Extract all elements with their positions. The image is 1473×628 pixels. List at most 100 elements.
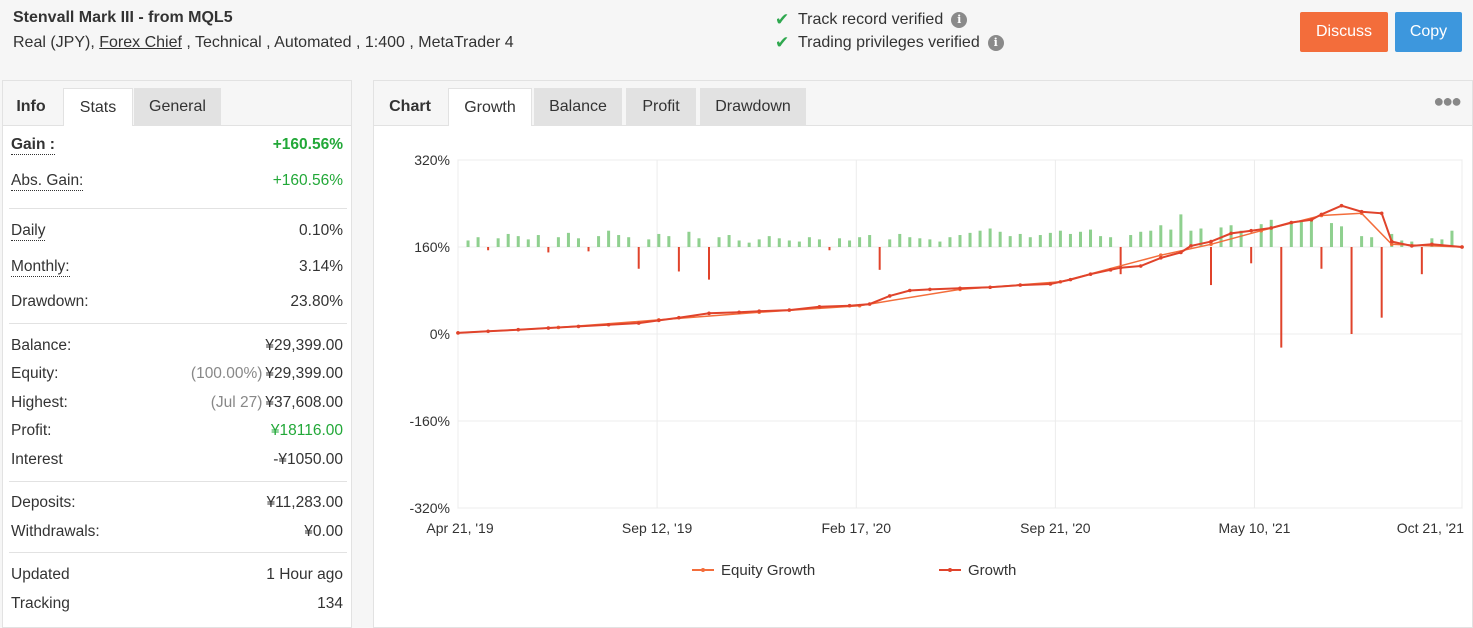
growth-line-point xyxy=(1379,211,1384,216)
profit-bar xyxy=(1169,229,1173,247)
profit-bar xyxy=(647,239,651,247)
growth-line-point xyxy=(988,285,992,290)
growth-line-point xyxy=(636,321,641,325)
x-tick-label: May 10, '21 xyxy=(1219,520,1291,536)
chart-lines xyxy=(456,203,1464,335)
profit-bar xyxy=(968,232,972,247)
more-options-icon[interactable]: ●●● xyxy=(1433,91,1462,111)
track-record-label: Track record verified xyxy=(798,11,944,28)
daily-label[interactable]: Daily xyxy=(11,222,46,241)
tab-chart[interactable]: Chart xyxy=(389,98,431,115)
profit-bar xyxy=(697,238,701,247)
profit-bar xyxy=(717,237,721,247)
profit-label: Profit: xyxy=(11,422,52,439)
divider xyxy=(9,323,347,324)
profit-bar xyxy=(1340,226,1344,247)
info-icon[interactable]: i xyxy=(987,35,1004,51)
profit-bar xyxy=(1099,236,1103,247)
updated-value: 1 Hour ago xyxy=(266,566,343,583)
copy-button[interactable]: Copy xyxy=(1395,12,1462,52)
stat-daily: Daily 0.10% xyxy=(11,222,343,241)
balance-value: ¥29,399.00 xyxy=(265,337,343,354)
discuss-button[interactable]: Discuss xyxy=(1300,12,1388,52)
growth-line-point xyxy=(1068,277,1073,282)
growth-line-point xyxy=(516,327,521,332)
profit-bar xyxy=(908,237,912,247)
interest-value: -¥1050.00 xyxy=(273,451,343,468)
profit-value: ¥18116.00 xyxy=(270,422,343,439)
stats-tabs: Info Stats General xyxy=(3,81,351,126)
profit-bar xyxy=(1068,233,1072,247)
growth-line-point xyxy=(456,331,460,335)
profit-bar xyxy=(918,238,922,247)
profit-bar xyxy=(948,237,952,247)
legend-equity-growth[interactable]: Equity Growth xyxy=(721,562,815,579)
growth-line-point xyxy=(1138,264,1143,268)
profit-bar xyxy=(747,242,751,247)
growth-line-point xyxy=(1289,220,1294,225)
profit-bar xyxy=(958,235,962,247)
monthly-label[interactable]: Monthly: xyxy=(11,258,70,277)
profit-bar xyxy=(1239,230,1243,247)
tab-balance[interactable]: Balance xyxy=(534,88,622,125)
profit-bar xyxy=(938,241,942,247)
equity-growth-line-point xyxy=(1389,242,1394,247)
tab-info[interactable]: Info xyxy=(16,98,46,115)
abs-gain-label[interactable]: Abs. Gain: xyxy=(11,172,84,191)
profit-bar xyxy=(687,231,691,247)
profit-bar xyxy=(787,240,791,247)
trading-privileges-verified: ✔ Trading privileges verified i xyxy=(775,33,1004,53)
gain-label[interactable]: Gain : xyxy=(11,136,55,155)
equity-label: Equity: xyxy=(11,365,59,382)
profit-bar xyxy=(1370,237,1374,247)
tab-growth[interactable]: Growth xyxy=(448,88,532,126)
x-tick-label: Apr 21, '19 xyxy=(426,520,493,536)
tab-stats[interactable]: Stats xyxy=(63,88,133,126)
growth-line-point xyxy=(1108,268,1113,272)
chart-tabs: Chart Growth Balance Profit Drawdown ●●● xyxy=(374,81,1472,126)
profit-bar xyxy=(1199,228,1203,247)
legend-growth[interactable]: Growth xyxy=(968,562,1016,579)
profit-bar xyxy=(1008,236,1012,247)
profit-bar xyxy=(988,228,992,247)
profit-bar xyxy=(1329,223,1333,247)
tab-drawdown[interactable]: Drawdown xyxy=(700,88,806,125)
account-header: Stenvall Mark III - from MQL5 Real (JPY)… xyxy=(0,0,1473,66)
growth-line-point xyxy=(737,310,741,315)
stat-balance: Balance: ¥29,399.00 xyxy=(11,337,343,355)
profit-bar xyxy=(1189,230,1193,247)
broker-link[interactable]: Forex Chief xyxy=(99,34,182,51)
profit-bar xyxy=(496,238,500,247)
growth-line-point xyxy=(677,315,681,320)
growth-line-point xyxy=(1048,282,1053,286)
info-icon[interactable]: i xyxy=(951,12,968,28)
growth-line-point xyxy=(1269,226,1274,230)
deposits-value: ¥11,283.00 xyxy=(266,494,343,511)
growth-line-point xyxy=(1209,239,1213,244)
divider xyxy=(9,481,347,482)
stats-panel: Info Stats General Gain : +160.56% Abs. … xyxy=(2,80,352,628)
growth-line-point xyxy=(1018,283,1023,287)
profit-bar xyxy=(757,239,761,247)
profit-bar xyxy=(1058,230,1062,247)
growth-line-point xyxy=(546,326,551,330)
profit-bar xyxy=(1179,214,1183,247)
growth-line-point xyxy=(867,302,872,306)
loss-bar xyxy=(487,247,490,251)
equity-percent: (100.00%) xyxy=(190,365,263,382)
profit-bar xyxy=(1028,237,1032,247)
divider xyxy=(9,208,347,209)
profit-bar xyxy=(1038,235,1042,247)
stat-monthly: Monthly: 3.14% xyxy=(11,258,343,277)
tab-profit[interactable]: Profit xyxy=(626,88,696,125)
growth-line-point xyxy=(707,311,711,316)
profit-bar xyxy=(928,239,932,247)
tab-general[interactable]: General xyxy=(134,88,221,125)
equity-growth-line-point xyxy=(1209,242,1213,247)
growth-line-point xyxy=(486,329,490,334)
profit-bar xyxy=(667,236,671,247)
profit-bar xyxy=(556,237,560,247)
highest-value-group: (Jul 27) ¥37,608.00 xyxy=(211,394,343,412)
profit-bar xyxy=(597,236,601,247)
deposits-label: Deposits: xyxy=(11,494,76,511)
